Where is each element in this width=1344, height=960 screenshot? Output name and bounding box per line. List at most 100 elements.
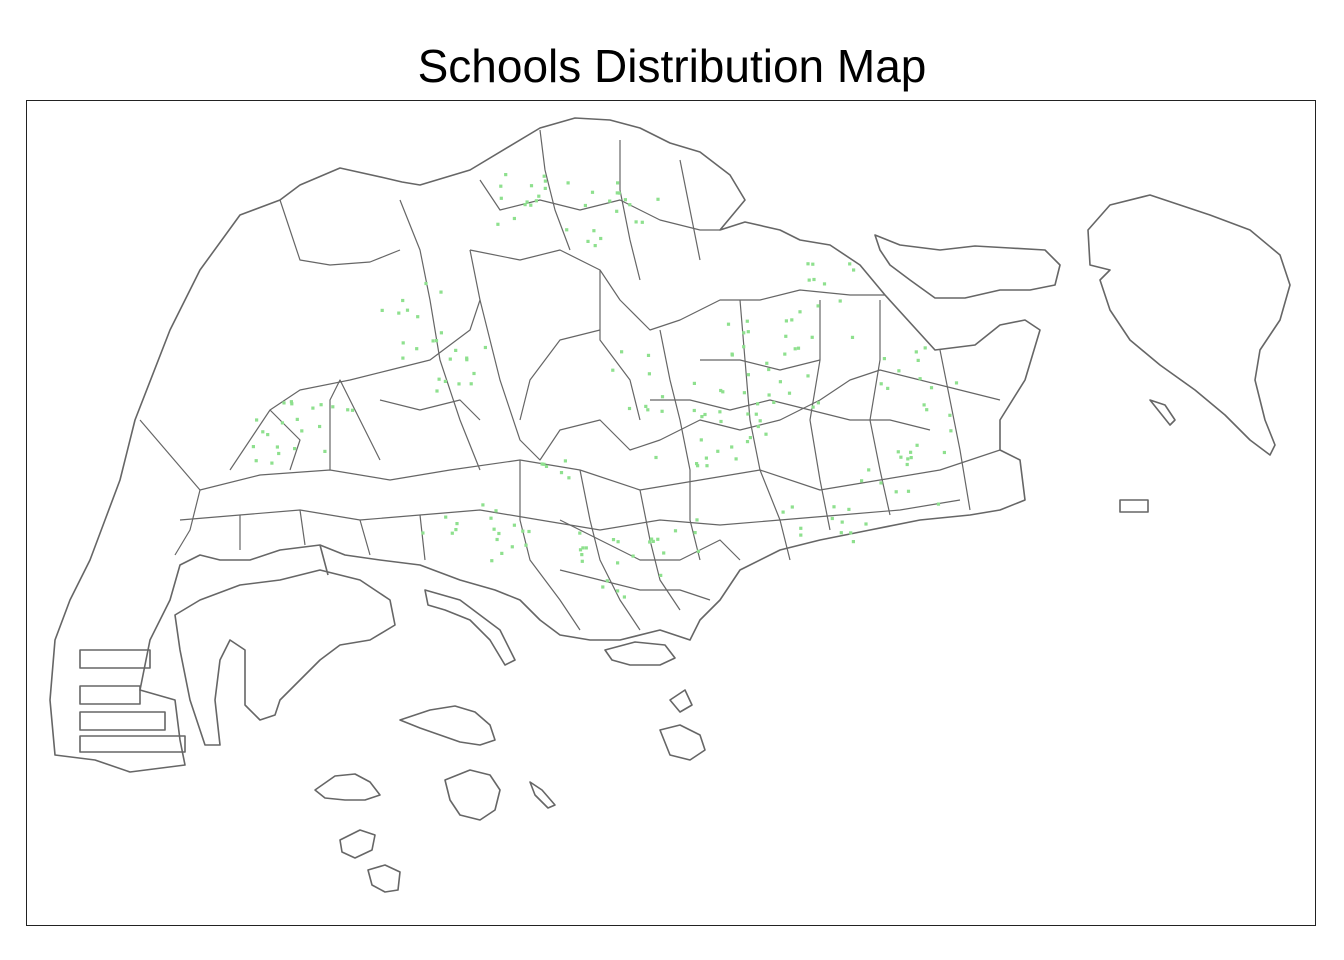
school-point [628,203,632,207]
school-point [457,382,461,386]
school-point [923,346,927,350]
school-point [879,481,883,485]
school-point [489,516,493,520]
school-point [909,456,913,460]
school-point [331,405,335,409]
school-point [719,388,723,393]
school-points [251,173,959,599]
school-point [295,417,299,421]
school-point [581,546,585,550]
school-point [543,186,547,190]
school-point [529,184,534,188]
school-point [616,561,620,565]
school-point [799,526,803,530]
school-point [656,537,660,541]
school-point [617,191,621,195]
school-point [401,341,405,345]
school-point [758,419,762,423]
school-point [592,229,596,233]
school-point [765,361,769,365]
school-point [787,391,792,395]
school-point [439,331,443,335]
school-point [401,356,405,360]
school-point [448,357,452,361]
school-point [608,199,612,203]
school-point [909,450,913,454]
school-point [289,400,293,404]
school-point [840,520,844,524]
school-point [654,455,658,460]
school-point [906,457,910,461]
school-point [830,516,834,521]
school-point [816,304,820,308]
school-point [730,352,734,356]
school-point [521,529,525,533]
school-point [879,382,883,386]
school-point [300,429,304,433]
school-point [832,505,836,509]
school-point [742,331,746,335]
school-point [537,194,541,198]
school-point [580,553,584,557]
school-point [693,531,697,535]
school-point [764,432,768,436]
port-piers [79,544,329,753]
school-point [916,358,920,362]
school-point [435,389,439,393]
school-point [500,551,504,555]
school-point [673,529,678,533]
school-point [512,216,516,221]
offshore-islands [174,194,1291,893]
school-point [534,199,538,203]
school-point [790,318,794,322]
school-point [806,374,810,378]
school-point [767,393,771,397]
school-point [756,424,760,429]
school-point [703,412,707,417]
school-point [781,510,785,514]
school-point [811,405,815,409]
school-point [905,462,909,467]
school-point [660,409,664,413]
school-point [942,450,946,455]
school-point [798,310,802,314]
school-point [646,408,650,412]
school-point [784,319,788,323]
school-point [799,533,803,537]
school-point [578,531,582,535]
school-point [847,507,851,511]
school-point [754,412,758,416]
school-point [494,509,498,513]
school-point [454,528,458,532]
school-point [899,455,903,459]
school-point [656,197,660,201]
school-point [886,386,890,390]
school-point [860,479,864,483]
school-point [611,368,615,372]
school-point [793,347,797,351]
school-point [512,523,516,527]
school-point [648,540,652,544]
school-point [616,540,620,544]
school-point [472,371,476,376]
school-point [492,527,496,531]
school-point [282,401,286,405]
school-point [851,540,855,544]
school-point [704,456,708,460]
school-point [696,549,700,553]
school-point [850,335,855,339]
school-point [918,377,922,381]
school-point [616,181,620,185]
school-point [490,559,494,563]
school-point [584,546,588,550]
school-point [293,447,297,451]
school-point [692,381,696,385]
school-point [660,395,665,399]
school-point [350,408,355,412]
school-point [443,379,447,383]
school-point [810,335,814,339]
school-point [615,209,619,213]
school-point [275,445,279,449]
school-point [510,545,514,549]
